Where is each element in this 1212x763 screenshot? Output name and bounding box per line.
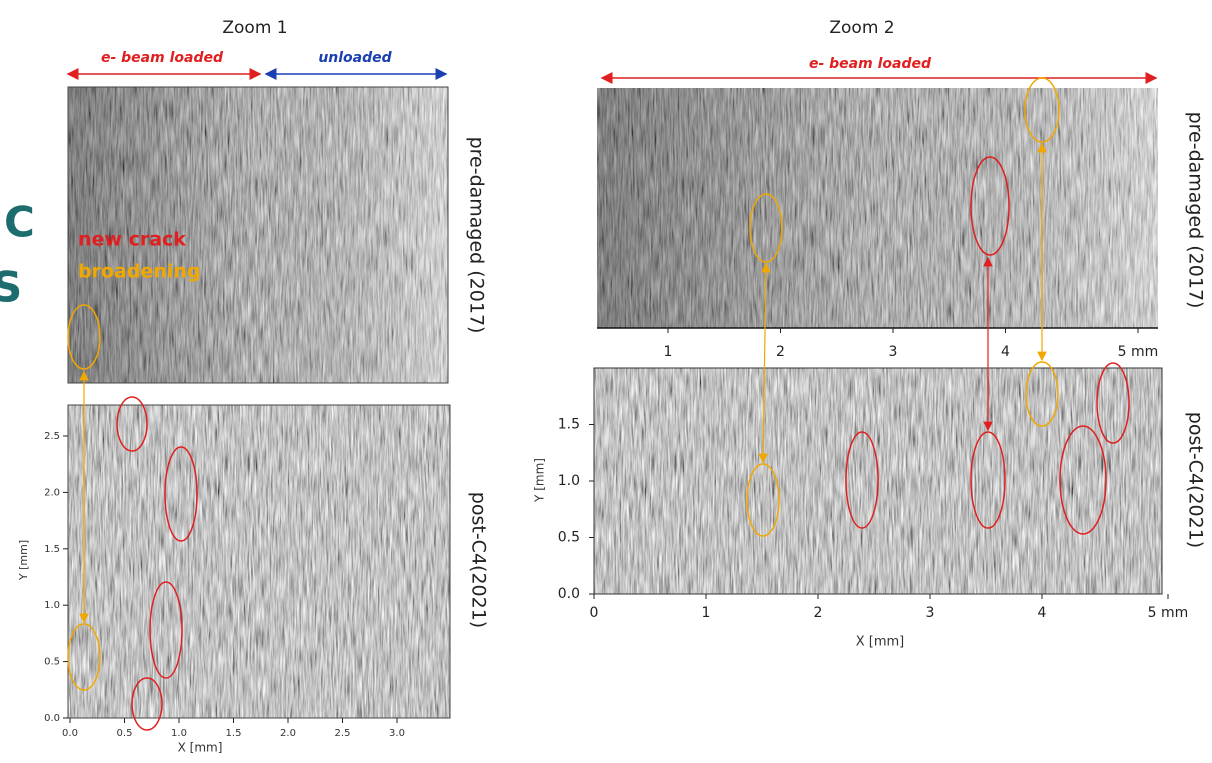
- x-tick-label: 1.5: [226, 728, 242, 739]
- marker: [970, 156, 1010, 256]
- y-tick-label: 0.0: [44, 713, 60, 724]
- shade: [68, 87, 448, 383]
- y-tick-label: 1.5: [44, 544, 60, 555]
- y-tick-label: 1.0: [558, 473, 580, 489]
- panel-title: Zoom 1: [222, 18, 287, 38]
- row-label: post-C4(2021): [468, 492, 490, 628]
- x-tick-label: 2: [776, 344, 785, 360]
- marker: [970, 431, 1006, 529]
- x-tick-label: 2: [814, 605, 823, 621]
- row-label: pre-damaged (2017): [466, 137, 488, 334]
- x-tick-label: 0: [590, 605, 599, 621]
- cropped-letter: C: [4, 198, 35, 247]
- panel-title: Zoom 2: [829, 18, 894, 38]
- x-tick-label: 0.5: [117, 728, 133, 739]
- y-tick-label: 1.0: [44, 600, 60, 611]
- marker: [164, 446, 198, 542]
- axis-label: X [mm]: [856, 635, 905, 650]
- shade: [597, 88, 1158, 328]
- axis-label: X [mm]: [178, 741, 223, 755]
- micrograph: [68, 405, 450, 718]
- row-label: pre-damaged (2017): [1185, 112, 1207, 309]
- y-tick-label: 2.5: [44, 431, 60, 442]
- arrow: [758, 262, 771, 464]
- cropped-letter: S: [0, 263, 22, 312]
- y-tick-label: 0.5: [558, 530, 580, 546]
- marker: [116, 396, 148, 452]
- x-tick-label: 5 mm: [1148, 605, 1189, 621]
- x-tick-label: 1.0: [171, 728, 187, 739]
- marker: [67, 304, 101, 370]
- legend-broadening: broadening: [78, 261, 201, 283]
- marker: [845, 431, 879, 529]
- y-tick-label: 1.5: [558, 417, 580, 433]
- frame: [67, 86, 449, 384]
- x-tick-label: 1: [702, 605, 711, 621]
- x-tick-label: 1: [664, 344, 673, 360]
- axis-label: Y [mm]: [17, 540, 30, 581]
- y-tick-label: 0.0: [558, 586, 580, 602]
- beam-label: e- beam loaded: [809, 56, 932, 72]
- x-tick-label: 4: [1038, 605, 1047, 621]
- x-tick-label: 3.0: [389, 728, 405, 739]
- frame: [67, 404, 451, 719]
- marker: [67, 623, 101, 691]
- marker: [1025, 361, 1059, 427]
- unloaded-label: unloaded: [318, 50, 392, 66]
- marker: [1096, 362, 1130, 444]
- marker: [149, 581, 183, 679]
- beam-label: e- beam loaded: [101, 50, 224, 66]
- y-tick-label: 0.5: [44, 657, 60, 668]
- x-tick-label: 5 mm: [1118, 344, 1159, 360]
- marker: [1024, 77, 1060, 143]
- y-tick-label: 2.0: [44, 487, 60, 498]
- x-tick-label: 0.0: [62, 728, 78, 739]
- x-tick-label: 3: [926, 605, 935, 621]
- legend-new-crack: new crack: [78, 229, 186, 251]
- marker: [749, 193, 783, 263]
- x-tick-label: 4: [1001, 344, 1010, 360]
- marker: [131, 677, 163, 731]
- axis-label: Y [mm]: [533, 458, 547, 503]
- marker: [746, 463, 780, 537]
- x-tick-label: 2.0: [280, 728, 296, 739]
- x-tick-label: 2.5: [335, 728, 351, 739]
- row-label: post-C4(2021): [1185, 412, 1207, 548]
- marker: [1059, 425, 1107, 535]
- x-tick-label: 3: [889, 344, 898, 360]
